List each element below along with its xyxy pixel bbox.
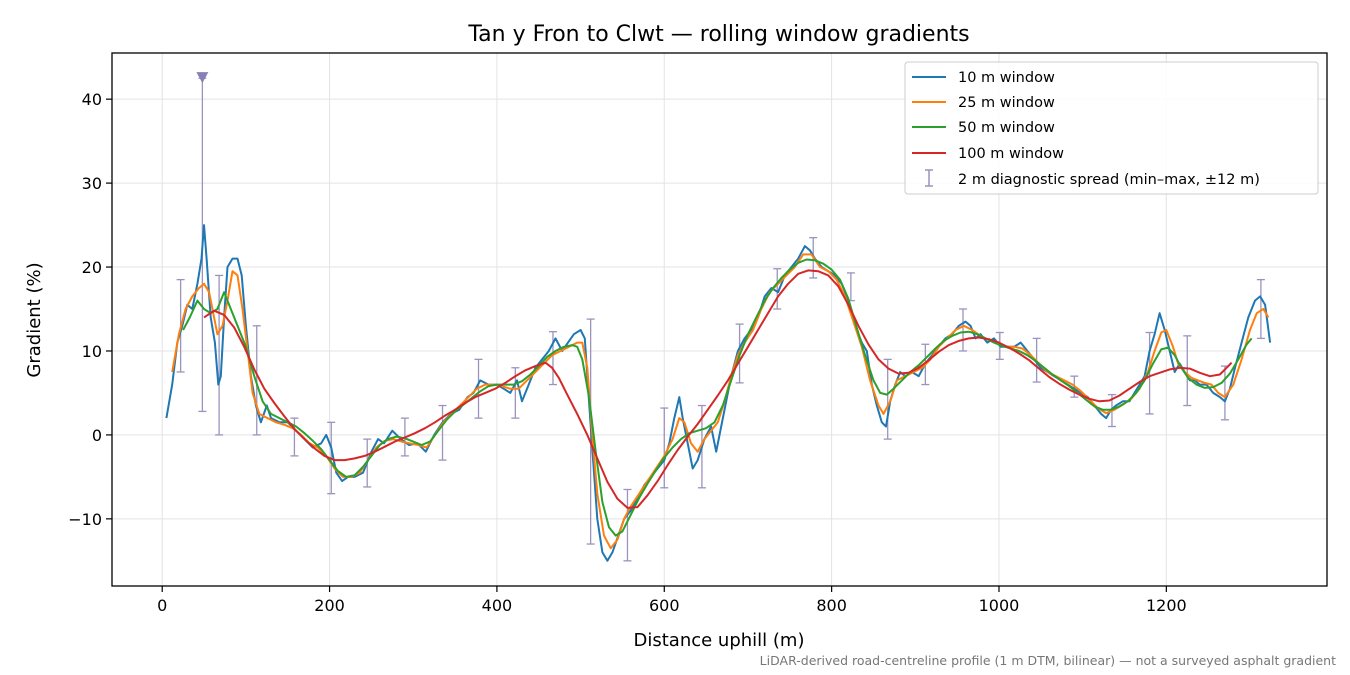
series-line-100m: [203, 269, 1233, 509]
error-bar: [215, 274, 224, 436]
error-bar: [252, 325, 261, 436]
x-tick-label: 200: [314, 596, 345, 615]
x-tick-label: 0: [157, 596, 167, 615]
error-bar: [623, 488, 632, 562]
y-tick-label: 20: [82, 258, 102, 277]
outlier-marker-icon: [196, 72, 209, 84]
error-bar: [773, 268, 782, 310]
x-tick-label: 800: [816, 596, 847, 615]
series-lines: [165, 224, 1272, 562]
legend-label-50m: 50 m window: [958, 120, 1055, 136]
error-bar: [883, 358, 892, 440]
error-bar: [1183, 335, 1192, 407]
legend-label-100m: 100 m window: [958, 146, 1064, 162]
chart-title: Tan y Fron to Clwt — rolling window grad…: [467, 22, 969, 47]
x-tick-label: 600: [649, 596, 680, 615]
plot-frame: [111, 52, 1328, 587]
error-bar: [1256, 278, 1265, 340]
y-tick-label: 10: [82, 342, 102, 361]
footnote: LiDAR-derived road-centreline profile (1…: [760, 653, 1336, 668]
y-tick-label: 40: [82, 90, 102, 109]
legend-label-spread: 2 m diagnostic spread (min–max, ±12 m): [958, 172, 1260, 188]
y-tick-label: 0: [92, 426, 102, 445]
legend: 10 m window 25 m window 50 m window 100 …: [904, 61, 1319, 195]
error-bar: [438, 404, 447, 461]
x-tick-label: 1000: [979, 596, 1020, 615]
x-tick-label: 1200: [1146, 596, 1187, 615]
error-bar: [1145, 331, 1154, 415]
y-tick-label: −10: [68, 510, 102, 529]
error-bar: [548, 331, 557, 386]
series-line-50m: [182, 258, 1253, 537]
axis-ticks: 0 200 400 600 800 1000 1200 −10 0 10 20 30 40: [68, 90, 1186, 615]
legend-box: [904, 61, 1319, 195]
legend-label-10m: 10 m window: [958, 70, 1055, 86]
legend-label-25m: 25 m window: [958, 95, 1055, 111]
x-axis-label: Distance uphill (m): [634, 630, 805, 651]
y-axis-label: Gradient (%): [24, 262, 45, 377]
y-tick-label: 30: [82, 174, 102, 193]
error-bar: [660, 407, 669, 489]
error-bar: [959, 308, 968, 352]
legend-errorbar-icon: [925, 169, 933, 187]
series-line-10m: [165, 224, 1272, 562]
x-tick-label: 400: [482, 596, 513, 615]
error-bar: [290, 417, 299, 457]
